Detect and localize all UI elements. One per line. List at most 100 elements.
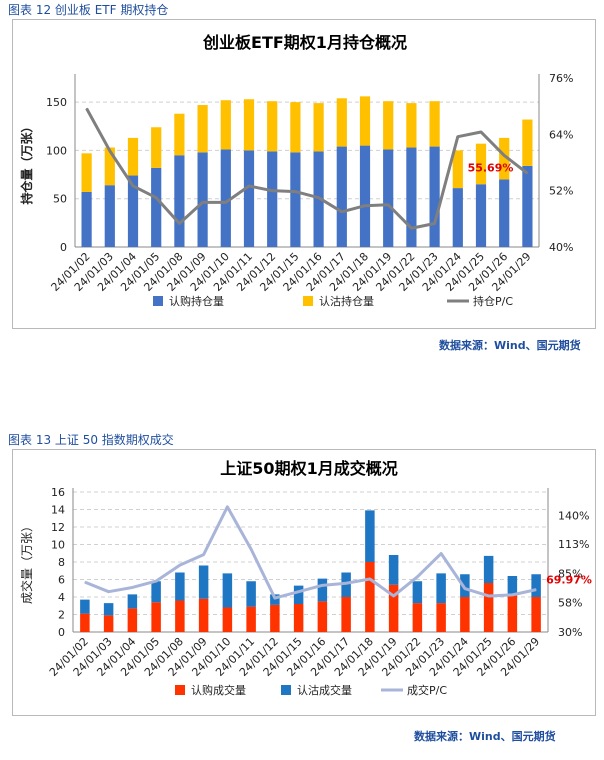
- line-point: [225, 201, 227, 203]
- bar-segment: [359, 145, 371, 247]
- bar-segment: [174, 113, 185, 156]
- bar-segment: [127, 137, 139, 176]
- pc-ratio-line: [85, 107, 529, 230]
- y-tick-label: 4: [58, 591, 65, 604]
- line-point: [526, 172, 528, 174]
- figure-13-source: 数据来源：Wind、国元期货: [414, 730, 556, 743]
- bar-segment: [151, 602, 161, 632]
- bar-segment: [359, 96, 371, 146]
- bar-segment: [336, 98, 347, 147]
- pc-ratio-line: [84, 505, 537, 600]
- line-point: [503, 154, 505, 156]
- bar-segment: [103, 615, 114, 632]
- bar-segment: [313, 103, 324, 152]
- bar-segment: [452, 150, 463, 189]
- line-point: [364, 205, 366, 207]
- bar-segment: [429, 101, 440, 147]
- y2-tick-label: 64%: [549, 128, 573, 141]
- bar-segment: [507, 576, 518, 596]
- legend-label: 认沽成交量: [297, 683, 352, 697]
- line-point: [294, 191, 296, 193]
- y-tick-label: 2: [58, 609, 65, 622]
- line-point: [226, 506, 228, 508]
- line-point: [416, 576, 418, 578]
- bar-segment: [460, 597, 470, 632]
- line-point: [440, 553, 442, 555]
- bar-segment: [104, 147, 115, 186]
- legend-swatch: [175, 685, 185, 695]
- bar-segment: [198, 565, 209, 599]
- line-point: [321, 584, 323, 586]
- figure-12-frame: 创业板ETF期权1月持仓概况 0 50 100 150 40% 52% 64% 76% 持仓量（万…: [12, 19, 596, 329]
- y2-tick-label: 30%: [558, 626, 582, 639]
- bar-segment: [522, 119, 533, 166]
- line-point: [345, 582, 347, 584]
- bar-segment: [175, 572, 185, 601]
- bar-segment: [531, 597, 541, 632]
- last-value-label: 55.69%: [468, 161, 514, 174]
- chart-title: 创业板ETF期权1月持仓概况: [202, 33, 407, 52]
- bar-segment: [293, 585, 304, 604]
- bar-segment: [220, 100, 231, 150]
- y-tick-label: 10: [51, 539, 65, 552]
- bar-segment: [151, 127, 162, 168]
- line-point: [393, 595, 395, 597]
- legend-label: 认购成交量: [191, 683, 246, 697]
- y2-tick-label: 113%: [558, 538, 589, 551]
- line-point: [132, 185, 134, 187]
- bar-segment: [80, 599, 90, 614]
- line-point: [457, 136, 459, 138]
- bar-segment: [317, 578, 328, 602]
- bar-segment: [174, 155, 185, 247]
- bar-segment: [412, 603, 423, 632]
- line-point: [488, 595, 490, 597]
- line-point: [203, 554, 205, 556]
- bar-segment: [243, 150, 255, 247]
- bar-segment: [81, 153, 92, 192]
- figure-13-label: 图表 13 上证 50 指数期权成交: [8, 433, 174, 447]
- y-axis-title: 持仓量（万张）: [19, 120, 34, 204]
- line-point: [464, 588, 466, 590]
- y-tick-label: 14: [51, 504, 65, 517]
- bar-segment: [222, 573, 233, 608]
- bar-segment: [127, 175, 139, 247]
- y-tick-label: 50: [53, 193, 67, 206]
- legend-label: 认购持仓量: [169, 294, 224, 308]
- bar-segment: [341, 597, 351, 632]
- bar-segment: [388, 584, 399, 632]
- figure-12-label: 图表 12 创业板 ETF 期权持仓: [8, 3, 169, 17]
- line-point: [480, 131, 482, 133]
- bar-segment: [483, 555, 494, 583]
- bar-segment: [336, 146, 347, 247]
- bar-segment: [317, 601, 328, 632]
- y-tick-label: 16: [51, 486, 65, 499]
- line-point: [318, 197, 320, 199]
- bar-segment: [406, 147, 417, 247]
- bar-segment: [270, 594, 280, 605]
- bar-segment: [80, 613, 90, 632]
- bar-segment: [341, 572, 351, 597]
- bar-segment: [267, 101, 278, 152]
- y2-tick-label: 76%: [549, 72, 573, 85]
- bar-segment: [222, 607, 233, 632]
- line-point: [434, 223, 436, 225]
- y-tick-label: 0: [60, 241, 67, 254]
- bar-segment: [499, 179, 510, 247]
- line-point: [108, 591, 110, 593]
- line-point: [341, 211, 343, 213]
- bar-segment: [293, 604, 304, 632]
- line-point: [250, 548, 252, 550]
- bar-segment: [104, 185, 115, 247]
- bar-segment: [103, 603, 114, 616]
- bar-segment: [383, 149, 394, 247]
- bar-segment: [197, 105, 208, 153]
- bar-segment: [220, 149, 231, 247]
- y2-tick-label: 40%: [549, 241, 573, 254]
- bar-segment: [243, 99, 255, 151]
- bar-segment: [365, 562, 375, 632]
- bar-segment: [365, 510, 375, 562]
- y-tick-label: 6: [58, 574, 65, 587]
- line-point: [109, 150, 111, 152]
- holdings-chart: 创业板ETF期权1月持仓概况 0 50 100 150 40% 52% 64% 76% 持仓量（万…: [19, 33, 573, 308]
- bar-segment: [127, 594, 138, 609]
